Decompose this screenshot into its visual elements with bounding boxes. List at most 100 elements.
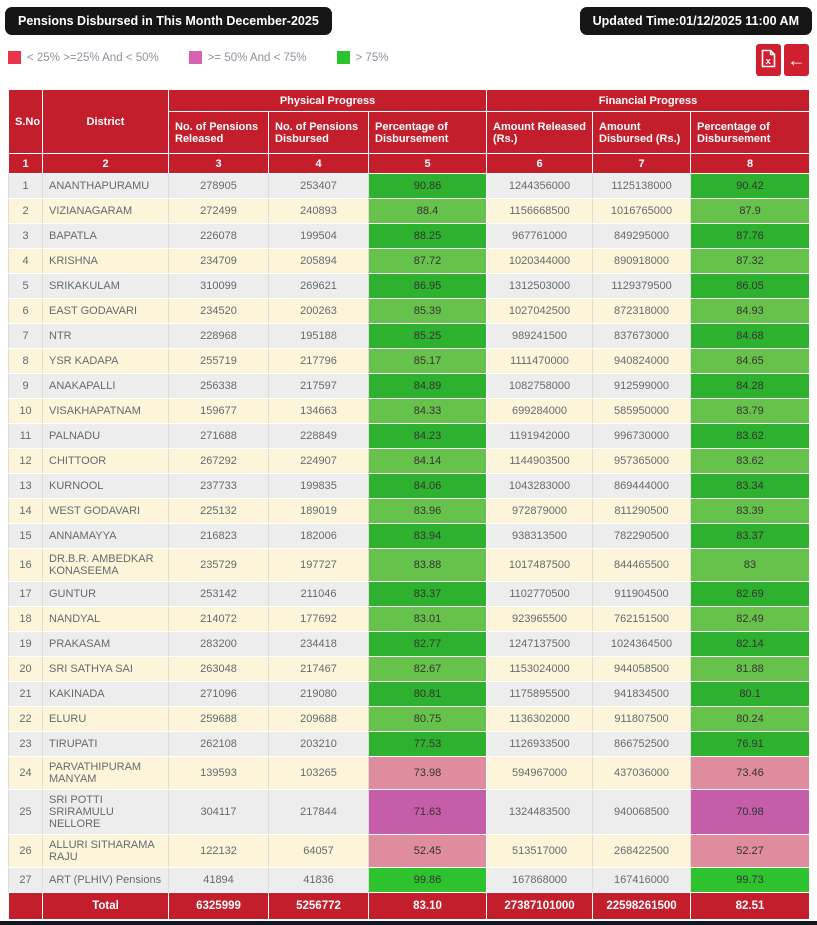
cell-amount-disbursed: 869444000 xyxy=(592,473,692,499)
cell-financial-percentage: 80.1 xyxy=(690,681,811,707)
cell-pensions-released: 225132 xyxy=(168,498,269,524)
cell-physical-percentage: 83.01 xyxy=(367,606,488,632)
cell-pensions-released: 253142 xyxy=(168,581,269,607)
cell-amount-released: 938313500 xyxy=(486,523,594,549)
table-row: 18 NANDYAL 214072 177692 83.01 923965500… xyxy=(8,606,811,632)
cell-district: ELURU xyxy=(42,706,169,732)
table-row: 21 KAKINADA 271096 219080 80.81 11758955… xyxy=(8,681,811,707)
cell-pensions-disbursed: 217844 xyxy=(268,789,369,835)
cell-pensions-disbursed: 211046 xyxy=(268,581,369,607)
cell-sno: 24 xyxy=(8,756,43,790)
cell-financial-percentage: 83 xyxy=(690,548,811,582)
cell-pensions-released: 228968 xyxy=(168,323,269,349)
cell-amount-disbursed: 872318000 xyxy=(592,298,692,324)
cell-physical-percentage: 99.86 xyxy=(367,867,488,893)
legend-label: < 25% >=25% And < 50% xyxy=(27,51,159,64)
cell-amount-released: 923965500 xyxy=(486,606,594,632)
cell-pensions-released: 139593 xyxy=(168,756,269,790)
cell-amount-released: 1102770500 xyxy=(486,581,594,607)
total-disbursed: 5256772 xyxy=(268,892,369,920)
cell-pensions-released: 235729 xyxy=(168,548,269,582)
col-number: 3 xyxy=(168,153,269,174)
cell-amount-disbursed: 762151500 xyxy=(592,606,692,632)
table-row: 1 ANANTHAPURAMU 278905 253407 90.86 1244… xyxy=(8,173,811,199)
cell-pensions-released: 226078 xyxy=(168,223,269,249)
cell-amount-disbursed: 585950000 xyxy=(592,398,692,424)
cell-pensions-released: 216823 xyxy=(168,523,269,549)
cell-district: ANAKAPALLI xyxy=(42,373,169,399)
col-number: 1 xyxy=(8,153,43,174)
total-amt-disbursed: 22598261500 xyxy=(592,892,692,920)
cell-amount-released: 989241500 xyxy=(486,323,594,349)
cell-amount-released: 1144903500 xyxy=(486,448,594,474)
cell-amount-released: 1020344000 xyxy=(486,248,594,274)
cell-pensions-disbursed: 219080 xyxy=(268,681,369,707)
cell-physical-percentage: 52.45 xyxy=(367,834,488,868)
table-header: S.No District Physical Progress Financia… xyxy=(8,89,811,174)
cell-district: ANANTHAPURAMU xyxy=(42,173,169,199)
cell-financial-percentage: 82.49 xyxy=(690,606,811,632)
table-row: 20 SRI SATHYA SAI 263048 217467 82.67 11… xyxy=(8,656,811,682)
svg-text:x: x xyxy=(766,56,772,67)
cell-amount-released: 1017487500 xyxy=(486,548,594,582)
cell-amount-disbursed: 911807500 xyxy=(592,706,692,732)
cell-pensions-released: 283200 xyxy=(168,631,269,657)
cell-financial-percentage: 84.93 xyxy=(690,298,811,324)
back-button[interactable]: ← xyxy=(784,44,809,76)
cell-pensions-disbursed: 189019 xyxy=(268,498,369,524)
cell-pensions-disbursed: 234418 xyxy=(268,631,369,657)
cell-financial-percentage: 84.65 xyxy=(690,348,811,374)
col-number: 8 xyxy=(690,153,811,174)
cell-sno: 10 xyxy=(8,398,43,424)
cell-sno: 16 xyxy=(8,548,43,582)
cell-pensions-released: 122132 xyxy=(168,834,269,868)
cell-pensions-disbursed: 103265 xyxy=(268,756,369,790)
excel-file-icon: x xyxy=(761,49,776,71)
cell-sno: 18 xyxy=(8,606,43,632)
cell-pensions-disbursed: 199835 xyxy=(268,473,369,499)
cell-pensions-disbursed: 64057 xyxy=(268,834,369,868)
cell-financial-percentage: 83.37 xyxy=(690,523,811,549)
cell-pensions-released: 267292 xyxy=(168,448,269,474)
cell-financial-percentage: 83.39 xyxy=(690,498,811,524)
toolbar: x ← xyxy=(756,44,809,76)
total-pct: 83.10 xyxy=(367,892,488,920)
cell-physical-percentage: 88.25 xyxy=(367,223,488,249)
cell-financial-percentage: 86.05 xyxy=(690,273,811,299)
cell-district: PALNADU xyxy=(42,423,169,449)
cell-amount-disbursed: 996730000 xyxy=(592,423,692,449)
table-row: 14 WEST GODAVARI 225132 189019 83.96 972… xyxy=(8,498,811,524)
pensions-table: S.No District Physical Progress Financia… xyxy=(8,89,811,920)
legend-swatch-green xyxy=(336,51,350,64)
cell-pensions-disbursed: 195188 xyxy=(268,323,369,349)
cell-amount-released: 1126933500 xyxy=(486,731,594,757)
legend-label: >= 50% And < 75% xyxy=(207,51,307,64)
cell-pensions-released: 255719 xyxy=(168,348,269,374)
cell-pensions-disbursed: 217467 xyxy=(268,656,369,682)
cell-financial-percentage: 87.76 xyxy=(690,223,811,249)
cell-financial-percentage: 90.42 xyxy=(690,173,811,199)
cell-physical-percentage: 82.67 xyxy=(367,656,488,682)
table-row: 26 ALLURI SITHARAMA RAJU 122132 64057 52… xyxy=(8,834,811,868)
table-row: 10 VISAKHAPATNAM 159677 134663 84.33 699… xyxy=(8,398,811,424)
cell-pensions-disbursed: 182006 xyxy=(268,523,369,549)
cell-pensions-disbursed: 240893 xyxy=(268,198,369,224)
excel-export-button[interactable]: x xyxy=(756,44,781,76)
table-row: 8 YSR KADAPA 255719 217796 85.17 1111470… xyxy=(8,348,811,374)
group-header-financial: Financial Progress xyxy=(486,89,811,112)
total-fin-pct: 82.51 xyxy=(690,892,811,920)
cell-financial-percentage: 83.62 xyxy=(690,448,811,474)
cell-pensions-released: 234709 xyxy=(168,248,269,274)
cell-amount-disbursed: 837673000 xyxy=(592,323,692,349)
cell-pensions-disbursed: 199504 xyxy=(268,223,369,249)
cell-district: KAKINADA xyxy=(42,681,169,707)
cell-amount-released: 1111470000 xyxy=(486,348,594,374)
total-released: 6325999 xyxy=(168,892,269,920)
cell-district: VISAKHAPATNAM xyxy=(42,398,169,424)
cell-amount-disbursed: 1129379500 xyxy=(592,273,692,299)
legend: < 25% >=25% And < 50% >= 50% And < 75% >… xyxy=(8,51,388,64)
table-row: 19 PRAKASAM 283200 234418 82.77 12471375… xyxy=(8,631,811,657)
cell-district: EAST GODAVARI xyxy=(42,298,169,324)
table-row: 9 ANAKAPALLI 256338 217597 84.89 1082758… xyxy=(8,373,811,399)
col-number: 6 xyxy=(486,153,594,174)
